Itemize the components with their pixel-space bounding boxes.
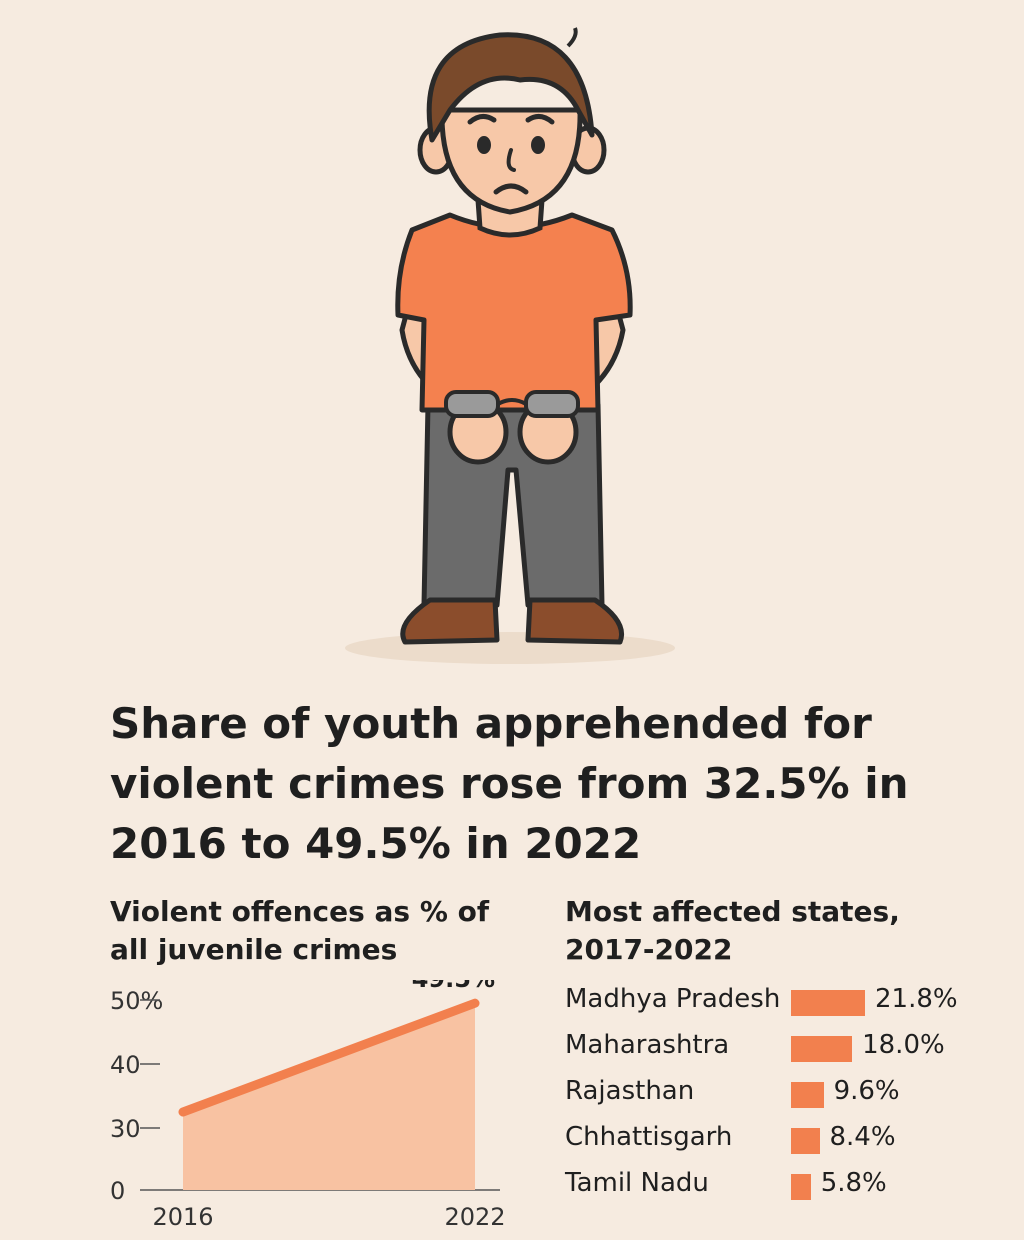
state-row: Rajasthan 9.6% [565, 1072, 1015, 1112]
value-annotation: 49.5% [412, 980, 495, 993]
state-name: Rajasthan [565, 1076, 695, 1106]
sad-handcuffed-boy-icon [345, 27, 675, 664]
state-value-label: 21.8% [875, 984, 958, 1014]
state-row: Tamil Nadu 5.8% [565, 1164, 1015, 1204]
state-value-label: 9.6% [833, 1076, 900, 1106]
state-bar [791, 1036, 853, 1062]
state-bar [791, 1128, 820, 1154]
x-tick-label: 2022 [444, 1203, 505, 1231]
state-row: Maharashtra 18.0% [565, 1026, 1015, 1066]
state-bar [791, 1174, 811, 1200]
area-chart-title: Violent offences as % of all juvenile cr… [110, 895, 490, 966]
states-chart-title: Most affected states, 2017-2022 [565, 895, 900, 966]
headline: Share of youth apprehended for violent c… [110, 699, 909, 868]
x-tick-label: 2016 [152, 1203, 213, 1231]
y-tick-label: 30 [110, 1115, 141, 1143]
state-bar [791, 1082, 824, 1108]
y-tick-label: 0 [110, 1177, 125, 1205]
state-name: Tamil Nadu [565, 1168, 709, 1198]
state-value-label: 18.0% [862, 1030, 945, 1060]
state-name: Chhattisgarh [565, 1122, 733, 1152]
state-bar [791, 990, 865, 1016]
area-fill [183, 1003, 475, 1190]
area-chart: 0 30 40 50% 2016 2022 49.5% [110, 980, 506, 1231]
series-line [178, 998, 480, 1117]
states-bar-chart: Madhya Pradesh 21.8% Maharashtra 18.0% Rajas… [565, 980, 1015, 1220]
state-row: Madhya Pradesh 21.8% [565, 980, 1015, 1020]
y-tick-label: 50% [110, 987, 163, 1015]
state-value-label: 8.4% [829, 1122, 896, 1152]
state-name: Madhya Pradesh [565, 984, 781, 1014]
state-row: Chhattisgarh 8.4% [565, 1118, 1015, 1158]
y-tick-label: 40 [110, 1051, 141, 1079]
state-name: Maharashtra [565, 1030, 730, 1060]
state-value-label: 5.8% [820, 1168, 887, 1198]
